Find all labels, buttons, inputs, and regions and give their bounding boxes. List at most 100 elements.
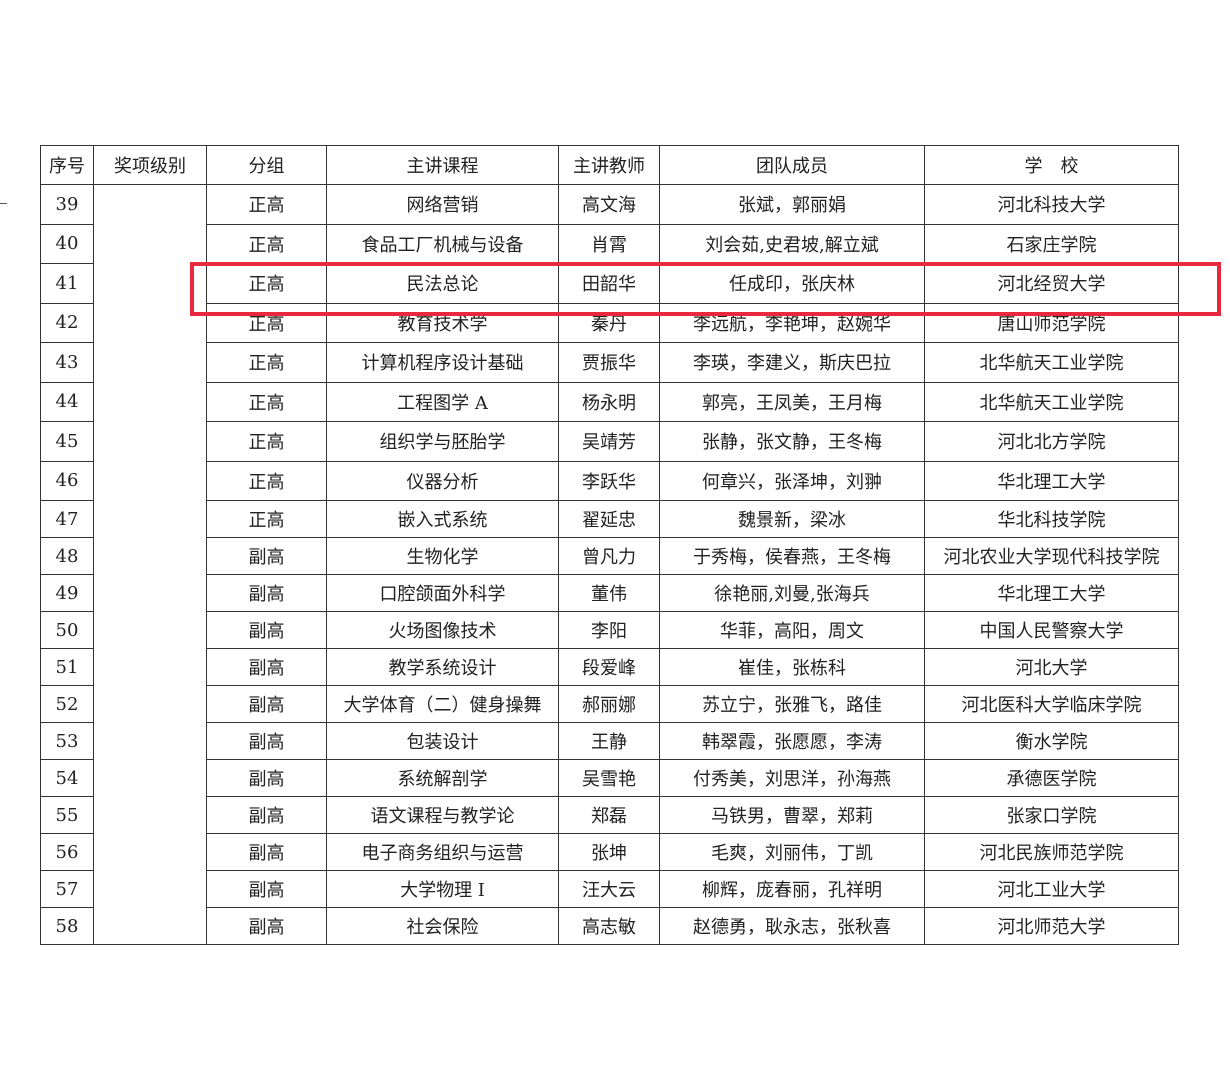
table-row: 51 副高 教学系统设计 段爱峰 崔佳，张栋科 河北大学: [40, 648, 1179, 686]
cell-teacher: 张坤: [558, 833, 660, 871]
cell-course: 教育技术学: [326, 302, 559, 343]
cell-school: 河北师范大学: [924, 907, 1179, 945]
header-team: 团队成员: [659, 145, 925, 185]
cell-index: 52: [40, 685, 94, 723]
cell-index: 39: [40, 184, 94, 225]
cell-teacher: 吴雪艳: [558, 759, 660, 797]
highlight-box: [190, 262, 1221, 316]
header-school: 学 校: [924, 145, 1179, 185]
cell-group: 副高: [206, 685, 327, 723]
cell-team: 刘会茹,史君坡,解立斌: [659, 223, 925, 264]
cell-team: 赵德勇，耿永志，张秋喜: [659, 907, 925, 945]
cell-group: 副高: [206, 833, 327, 871]
cell-school: 河北科技大学: [924, 184, 1179, 225]
cell-index: 51: [40, 648, 94, 686]
header-index: 序号: [40, 145, 94, 185]
cell-course: 大学体育（二）健身操舞: [326, 685, 559, 723]
cell-team: 张静，张文静，王冬梅: [659, 421, 925, 462]
table-row: 39 正高 网络营销 高文海 张斌，郭丽娟 河北科技大学: [40, 184, 1179, 945]
cell-team: 韩翠霞，张愿愿，李涛: [659, 722, 925, 760]
cell-school: 华北理工大学: [924, 574, 1179, 612]
table-row: 40 正高 食品工厂机械与设备 肖霄 刘会茹,史君坡,解立斌 石家庄学院: [40, 223, 1179, 264]
cell-team: 徐艳丽,刘曼,张海兵: [659, 574, 925, 612]
cell-group: 副高: [206, 611, 327, 649]
cell-course: 大学物理 I: [326, 870, 559, 908]
cell-index: 50: [40, 611, 94, 649]
cell-course: 嵌入式系统: [326, 500, 559, 538]
cell-teacher: 肖霄: [558, 223, 660, 264]
table-row: 58 副高 社会保险 高志敏 赵德勇，耿永志，张秋喜 河北师范大学: [40, 907, 1179, 945]
table-row: 53 副高 包装设计 王静 韩翠霞，张愿愿，李涛 衡水学院: [40, 722, 1179, 760]
cell-index: 41: [40, 263, 94, 304]
table-row: 44 正高 工程图学 A 杨永明 郭亮，王凤美，王月梅 北华航天工业学院: [40, 381, 1179, 422]
table-row: 49 副高 口腔颌面外科学 董伟 徐艳丽,刘曼,张海兵 华北理工大学: [40, 574, 1179, 612]
cell-teacher: 郑磊: [558, 796, 660, 834]
cell-teacher: 高文海: [558, 184, 660, 225]
cell-teacher: 曾凡力: [558, 537, 660, 575]
cell-course: 电子商务组织与运营: [326, 833, 559, 871]
cell-teacher: 李阳: [558, 611, 660, 649]
cell-group: 正高: [206, 381, 327, 422]
table-row: 45 正高 组织学与胚胎学 吴靖芳 张静，张文静，王冬梅 河北北方学院: [40, 421, 1179, 462]
cell-school: 中国人民警察大学: [924, 611, 1179, 649]
cell-index: 53: [40, 722, 94, 760]
cell-school: 河北民族师范学院: [924, 833, 1179, 871]
header-row: 序号 奖项级别 分组 主讲课程 主讲教师 团队成员 学 校: [40, 145, 1179, 185]
cell-school: 河北北方学院: [924, 421, 1179, 462]
cell-course: 包装设计: [326, 722, 559, 760]
cell-course: 语文课程与教学论: [326, 796, 559, 834]
header-group: 分组: [206, 145, 327, 185]
cell-group: 副高: [206, 870, 327, 908]
cell-course: 工程图学 A: [326, 381, 559, 422]
cell-index: 55: [40, 796, 94, 834]
cell-school: 张家口学院: [924, 796, 1179, 834]
cell-teacher: 田韶华: [558, 263, 660, 304]
cell-group: 正高: [206, 342, 327, 383]
cell-teacher: 段爱峰: [558, 648, 660, 686]
cell-school: 唐山师范学院: [924, 302, 1179, 343]
table-row: 55 副高 语文课程与教学论 郑磊 马铁男，曹翠，郑莉 张家口学院: [40, 796, 1179, 834]
table-row: 52 副高 大学体育（二）健身操舞 郝丽娜 苏立宁，张雅飞，路佳 河北医科大学临床学院: [40, 685, 1179, 723]
cell-course: 火场图像技术: [326, 611, 559, 649]
cell-group: 正高: [206, 302, 327, 343]
cell-teacher: 郝丽娜: [558, 685, 660, 723]
table-row: 42 正高 教育技术学 秦丹 李远航，李艳坤，赵婉华 唐山师范学院: [40, 302, 1179, 343]
cell-index: 58: [40, 907, 94, 945]
cell-teacher: 秦丹: [558, 302, 660, 343]
table-row: 47 正高 嵌入式系统 翟延忠 魏景新，梁冰 华北科技学院: [40, 500, 1179, 538]
cell-group: 副高: [206, 796, 327, 834]
cell-school: 河北农业大学现代科技学院: [924, 537, 1179, 575]
cell-team: 付秀美，刘思洋，孙海燕: [659, 759, 925, 797]
table-row: 57 副高 大学物理 I 汪大云 柳辉，庞春丽，孔祥明 河北工业大学: [40, 870, 1179, 908]
cell-index: 44: [40, 381, 94, 422]
cell-group: 正高: [206, 184, 327, 225]
header-teacher: 主讲教师: [558, 145, 660, 185]
cell-team: 何章兴，张泽坤，刘翀: [659, 460, 925, 501]
cell-team: 李瑛，李建义，斯庆巴拉: [659, 342, 925, 383]
cell-school: 华北科技学院: [924, 500, 1179, 538]
cell-teacher: 杨永明: [558, 381, 660, 422]
cell-course: 计算机程序设计基础: [326, 342, 559, 383]
cell-teacher: 汪大云: [558, 870, 660, 908]
cell-teacher: 贾振华: [558, 342, 660, 383]
cell-course: 仪器分析: [326, 460, 559, 501]
cell-group: 正高: [206, 223, 327, 264]
cell-teacher: 董伟: [558, 574, 660, 612]
cell-teacher: 高志敏: [558, 907, 660, 945]
cell-team: 魏景新，梁冰: [659, 500, 925, 538]
cell-course: 社会保险: [326, 907, 559, 945]
cell-index: 48: [40, 537, 94, 575]
cell-team: 柳辉，庞春丽，孔祥明: [659, 870, 925, 908]
cell-school: 石家庄学院: [924, 223, 1179, 264]
cell-teacher: 李跃华: [558, 460, 660, 501]
cell-group: 正高: [206, 460, 327, 501]
cell-group: 副高: [206, 907, 327, 945]
cell-school: 承德医学院: [924, 759, 1179, 797]
cell-index: 54: [40, 759, 94, 797]
cell-award-level: [93, 184, 207, 945]
cell-course: 网络营销: [326, 184, 559, 225]
table-row: 56 副高 电子商务组织与运营 张坤 毛爽，刘丽伟，丁凯 河北民族师范学院: [40, 833, 1179, 871]
cell-teacher: 王静: [558, 722, 660, 760]
cell-group: 正高: [206, 263, 327, 304]
cell-team: 毛爽，刘丽伟，丁凯: [659, 833, 925, 871]
